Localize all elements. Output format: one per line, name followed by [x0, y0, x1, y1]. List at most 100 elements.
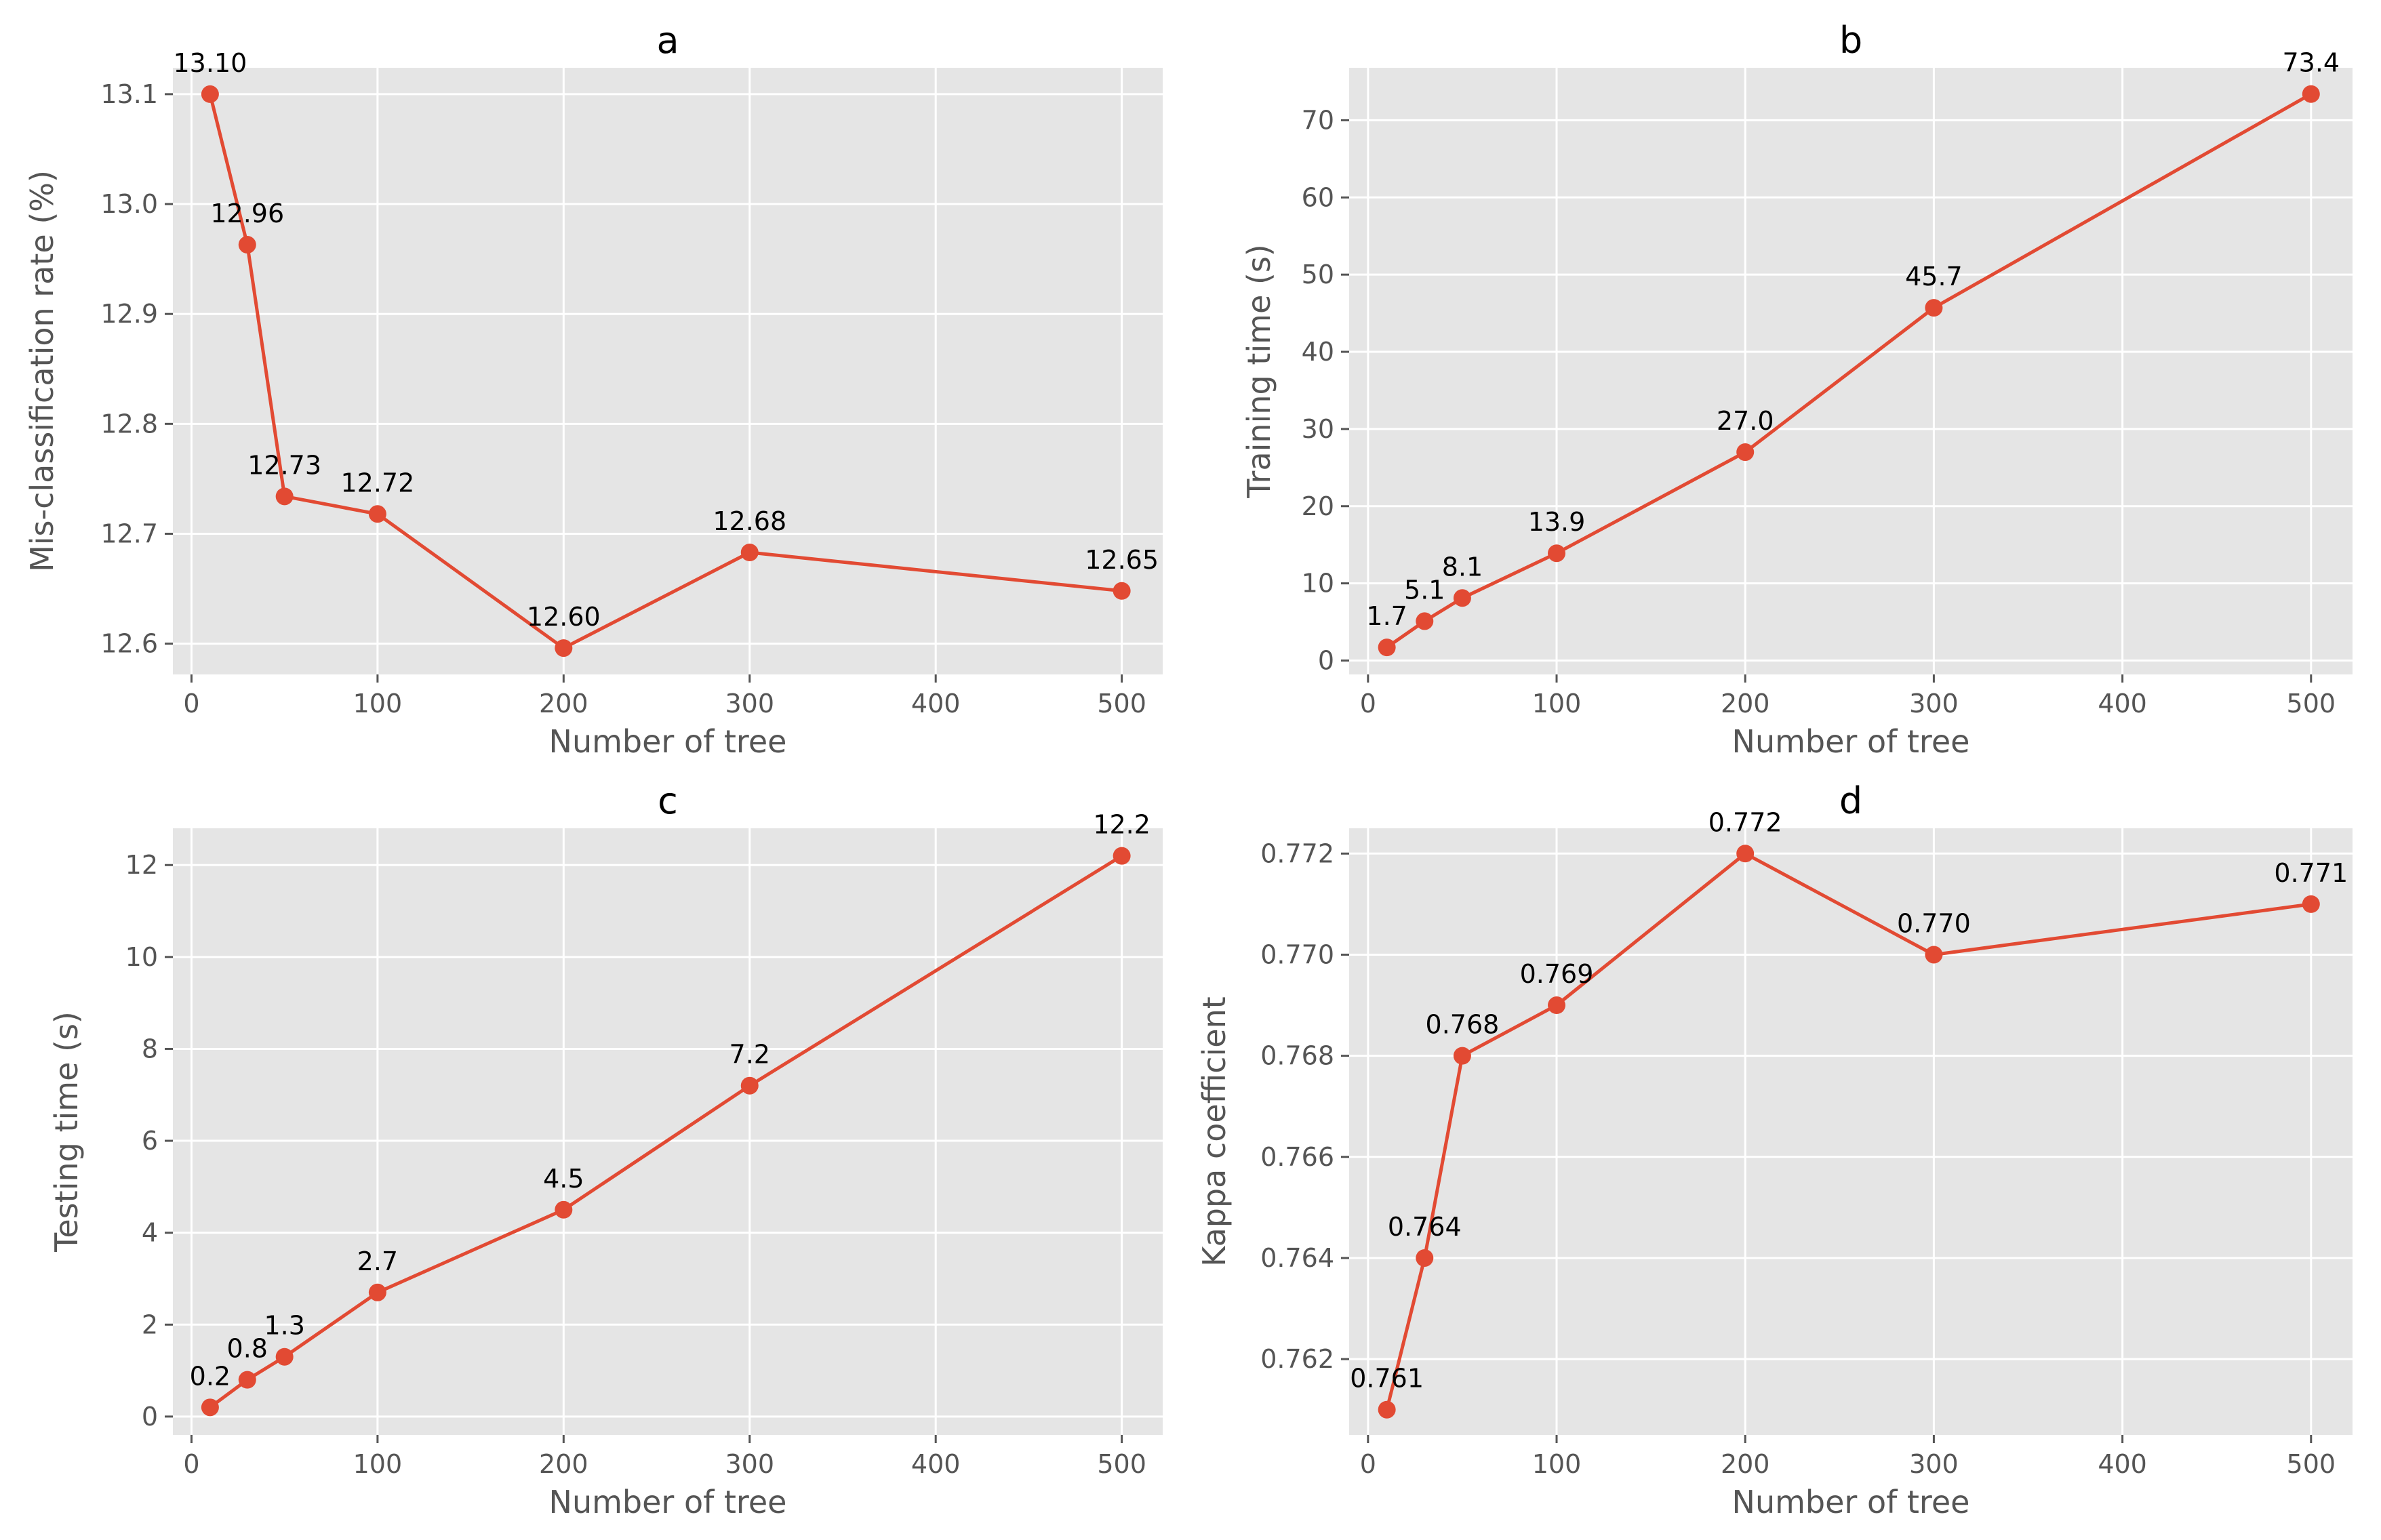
x-axis-label: Number of tree	[1732, 1484, 1970, 1520]
data-label: 13.9	[1528, 507, 1586, 537]
y-tick-label: 50	[1302, 260, 1334, 289]
data-label: 0.772	[1708, 807, 1782, 837]
data-label: 7.2	[729, 1040, 770, 1070]
data-label: 45.7	[1905, 262, 1963, 291]
data-point	[238, 236, 256, 254]
data-point	[238, 1371, 256, 1389]
x-tick-label: 500	[2287, 689, 2336, 718]
data-label: 2.7	[357, 1247, 398, 1276]
y-tick-label: 0	[1318, 646, 1334, 676]
data-point	[1416, 1249, 1434, 1267]
panel-title: d	[1839, 779, 1862, 822]
data-point	[201, 85, 219, 103]
y-tick-label: 8	[142, 1034, 158, 1063]
data-label: 12.60	[527, 602, 601, 632]
plot-background	[1349, 828, 2353, 1435]
data-label: 0.771	[2274, 858, 2348, 888]
data-label: 27.0	[1717, 406, 1774, 436]
x-tick-label: 200	[539, 1449, 588, 1479]
y-tick-label: 6	[142, 1126, 158, 1156]
y-tick-label: 60	[1302, 182, 1334, 212]
panel-title: b	[1839, 19, 1862, 62]
data-point	[1548, 544, 1566, 563]
y-tick-label: 0	[142, 1402, 158, 1432]
data-label: 1.7	[1366, 601, 1407, 631]
data-point	[2302, 895, 2320, 913]
x-axis-label: Number of tree	[1732, 723, 1970, 760]
y-tick-label: 13.1	[100, 79, 158, 109]
x-tick-label: 500	[1097, 1449, 1146, 1479]
data-point	[1548, 996, 1566, 1015]
data-point	[555, 639, 573, 657]
y-tick-label: 0.772	[1260, 838, 1334, 868]
y-tick-label: 12.7	[100, 519, 158, 548]
y-axis-label: Kappa coefficient	[1196, 996, 1233, 1267]
panel-c: 0 100 200 300 400 500 0 2 4 6 8 10 12 0.20.81.3 2.7 4.5…	[48, 779, 1163, 1520]
panel-title: c	[658, 779, 678, 822]
data-label: 12.96	[210, 199, 284, 228]
x-tick-label: 300	[1909, 1449, 1959, 1479]
x-tick-label: 400	[2098, 1449, 2147, 1479]
x-tick-label: 0	[183, 689, 199, 718]
data-label: 12.65	[1085, 545, 1159, 575]
data-point	[1453, 589, 1471, 607]
y-tick-label: 2	[142, 1310, 158, 1339]
x-tick-label: 200	[1721, 689, 1770, 718]
data-point	[1378, 1400, 1396, 1419]
data-label: 0.8	[227, 1334, 268, 1364]
y-tick-label: 20	[1302, 491, 1334, 521]
y-axis-label: Mis-classification rate (%)	[24, 170, 60, 572]
data-point	[1378, 639, 1396, 657]
y-tick-label: 12.9	[100, 299, 158, 329]
data-point	[368, 505, 386, 523]
data-label: 12.72	[340, 468, 414, 498]
data-point	[1925, 299, 1943, 317]
x-tick-label: 100	[353, 1449, 403, 1479]
data-label: 12.68	[713, 506, 786, 536]
y-tick-label: 12	[125, 850, 158, 880]
y-tick-label: 12.6	[100, 629, 158, 659]
y-tick-label: 4	[142, 1218, 158, 1248]
x-tick-label: 0	[1360, 1449, 1376, 1479]
x-tick-label: 0	[183, 1449, 199, 1479]
y-axis-label: Testing time (s)	[48, 1011, 85, 1253]
data-point	[368, 1283, 386, 1301]
y-tick-label: 0.768	[1260, 1041, 1334, 1071]
panel-title: a	[656, 19, 679, 62]
x-axis-label: Number of tree	[549, 723, 787, 760]
data-label: 12.73	[247, 450, 321, 480]
x-tick-label: 200	[1721, 1449, 1770, 1479]
x-tick-label: 100	[353, 689, 403, 718]
y-tick-label: 13.0	[100, 189, 158, 219]
data-point	[740, 1076, 759, 1095]
panel-b: 0 100 200 300 400 500 0 10 20 30 40 50 60 70 1.75.18.1…	[1241, 19, 2353, 760]
data-point	[1416, 612, 1434, 630]
x-tick-label: 300	[1909, 689, 1959, 718]
x-tick-label: 0	[1360, 689, 1376, 718]
y-tick-label: 10	[125, 942, 158, 972]
data-label: 0.770	[1897, 908, 1971, 938]
data-label: 5.1	[1404, 575, 1445, 605]
data-label: 4.5	[543, 1164, 584, 1194]
y-tick-label: 0.762	[1260, 1344, 1334, 1374]
data-label: 0.761	[1350, 1364, 1424, 1394]
data-label: 0.764	[1388, 1212, 1462, 1242]
data-point	[201, 1398, 219, 1417]
data-label: 73.4	[2282, 48, 2340, 78]
data-point	[275, 487, 294, 506]
data-point	[1736, 443, 1755, 462]
x-tick-label: 300	[725, 689, 774, 718]
panel-a: 0 100 200 300 400 500 12.6 12.7 12.8 12.9 13.0 13.1…	[24, 19, 1163, 760]
x-tick-label: 400	[911, 1449, 961, 1479]
y-axis-label: Training time (s)	[1241, 244, 1277, 499]
data-point	[1113, 582, 1131, 600]
y-tick-label: 0.766	[1260, 1142, 1334, 1172]
data-point	[740, 544, 759, 562]
x-tick-label: 500	[2287, 1449, 2336, 1479]
plot-background	[173, 828, 1163, 1435]
x-tick-label: 500	[1097, 689, 1146, 718]
y-tick-label: 70	[1302, 105, 1334, 135]
x-tick-label: 200	[539, 689, 588, 718]
data-point	[1925, 946, 1943, 964]
data-point	[555, 1200, 573, 1219]
